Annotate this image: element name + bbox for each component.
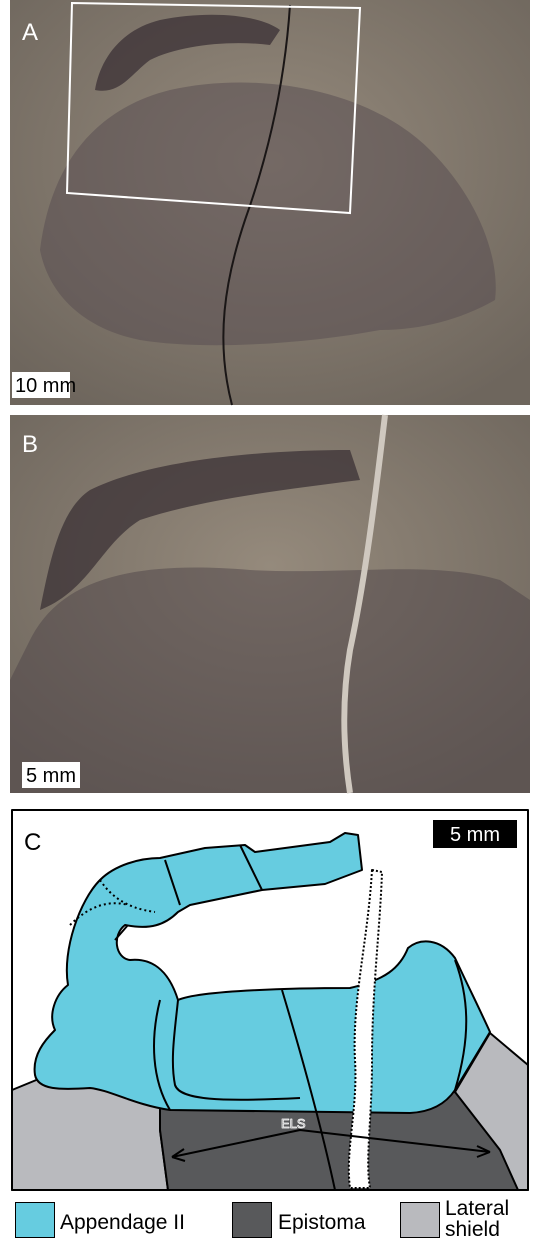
panel-label: B — [22, 431, 38, 458]
scale-label: 10 mm — [15, 375, 76, 397]
legend-label: Lateral shield — [445, 1198, 515, 1240]
panel-label: A — [22, 19, 38, 46]
figure: A 10 mm B 5 mm ELS C 5 mm Appendage II E… — [0, 0, 534, 1243]
legend-label: Epistoma — [278, 1212, 366, 1233]
fossil-body — [10, 568, 530, 793]
annotation: ELS — [281, 1116, 306, 1131]
legend-label: Appendage II — [60, 1212, 185, 1233]
panel-a: A 10 mm — [10, 0, 530, 405]
legend-swatch — [15, 1202, 55, 1238]
panel-c: ELS C 5 mm — [12, 810, 528, 1190]
panel-label: C — [24, 829, 41, 856]
scale-label: 5 mm — [26, 765, 76, 787]
legend-swatch — [400, 1202, 440, 1238]
figure-svg: A 10 mm B 5 mm ELS C 5 mm — [0, 0, 534, 1200]
legend-swatch — [232, 1202, 272, 1238]
scale-label: 5 mm — [450, 824, 500, 846]
panel-b: B 5 mm — [10, 415, 530, 793]
